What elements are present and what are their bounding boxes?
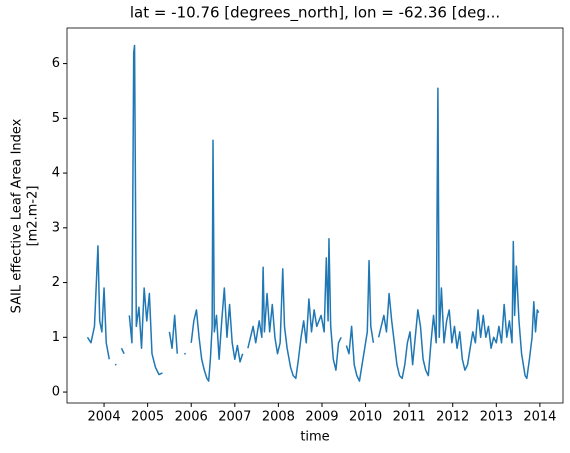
x-tick-label: 2008 <box>262 410 295 425</box>
y-axis-label: [m2.m-2] <box>26 186 41 247</box>
y-tick-label: 1 <box>52 330 60 345</box>
x-tick-label: 2009 <box>305 410 338 425</box>
y-tick-label: 5 <box>52 111 60 126</box>
y-axis-label: SAIL effective Leaf Area Index <box>10 118 25 313</box>
x-axis-label: time <box>300 430 329 445</box>
x-tick-label: 2011 <box>393 410 426 425</box>
x-tick-label: 2013 <box>480 410 513 425</box>
y-tick-label: 6 <box>52 56 60 71</box>
x-tick-label: 2004 <box>88 410 121 425</box>
x-tick-label: 2006 <box>175 410 208 425</box>
y-tick-label: 2 <box>52 275 60 290</box>
data-line <box>86 44 540 382</box>
x-tick-label: 2014 <box>523 410 556 425</box>
chart-title: lat = -10.76 [degrees_north], lon = -62.… <box>130 4 500 23</box>
x-tick-label: 2010 <box>349 410 382 425</box>
y-tick-label: 0 <box>52 385 60 400</box>
x-tick-label: 2007 <box>218 410 251 425</box>
plot-frame <box>66 27 564 404</box>
y-tick-label: 4 <box>52 166 60 181</box>
x-tick-label: 2012 <box>436 410 469 425</box>
y-tick-label: 3 <box>52 220 60 235</box>
x-tick-label: 2005 <box>131 410 164 425</box>
